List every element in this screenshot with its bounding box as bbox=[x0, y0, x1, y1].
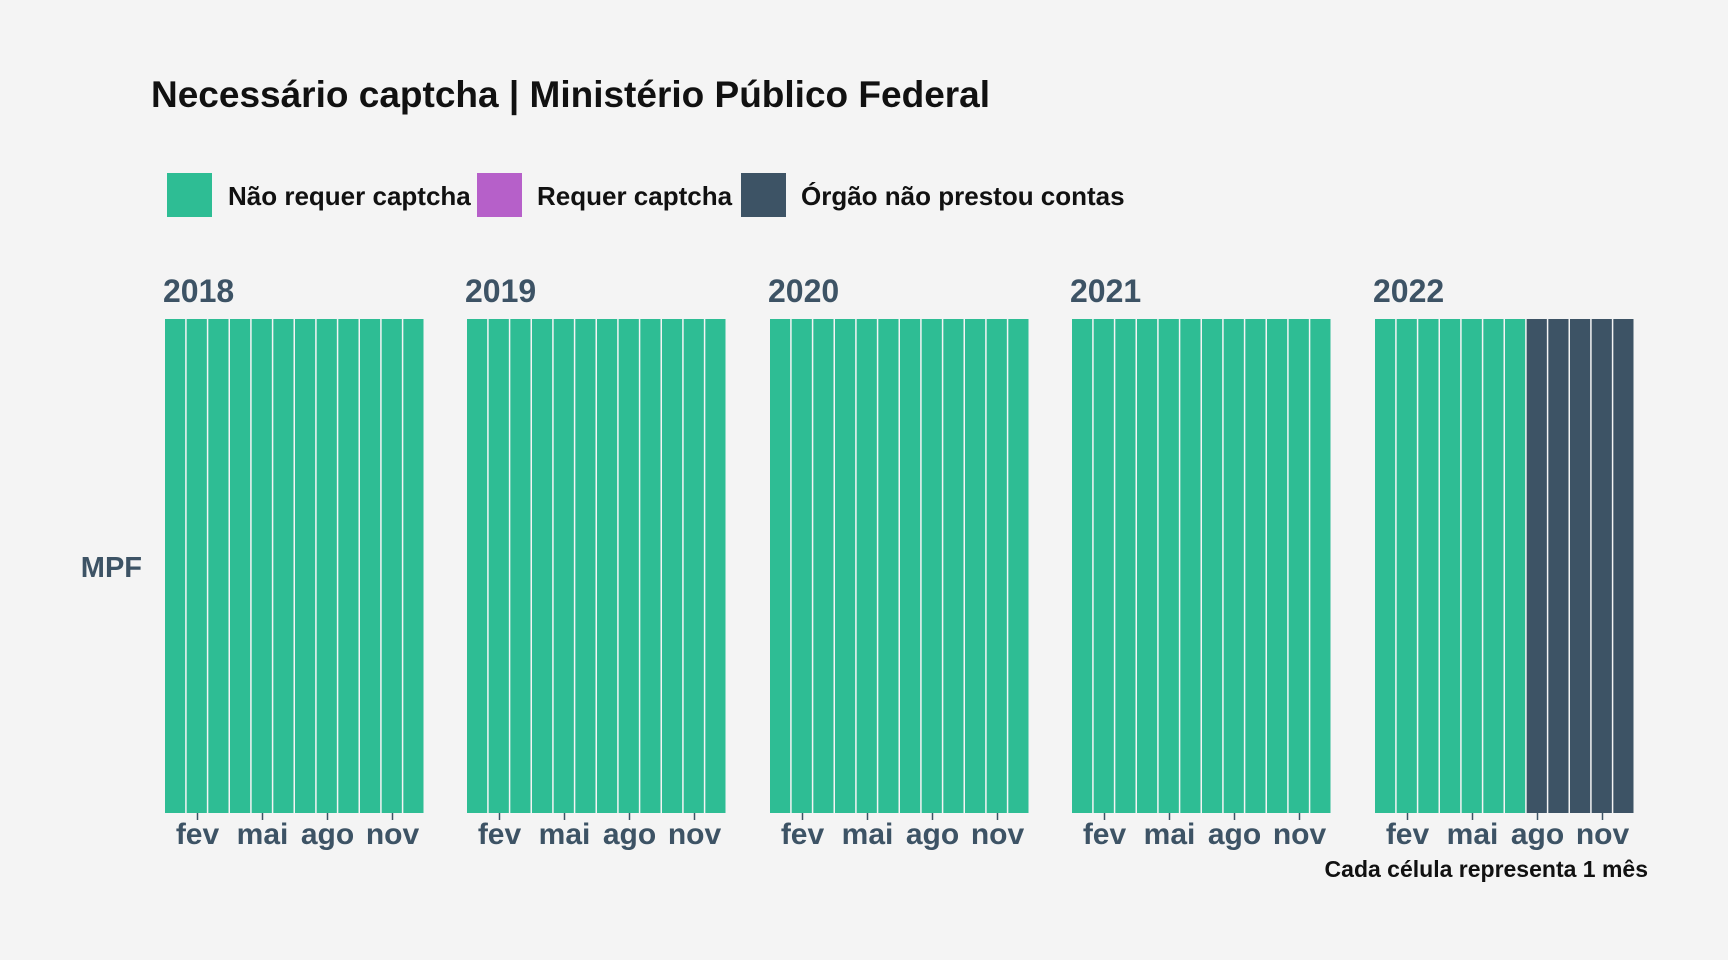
cell-2020-m12 bbox=[1008, 319, 1029, 813]
legend-label-captcha: Requer captcha bbox=[537, 181, 733, 211]
cell-2019-m10 bbox=[662, 319, 683, 813]
cell-2021-m6 bbox=[1180, 319, 1201, 813]
tick-label-2022-nov: nov bbox=[1576, 818, 1630, 851]
cell-2022-m3 bbox=[1418, 319, 1439, 813]
cell-2021-m3 bbox=[1115, 319, 1136, 813]
cell-2021-m9 bbox=[1245, 319, 1266, 813]
tick-label-2018-ago: ago bbox=[301, 818, 354, 851]
cell-2020-m8 bbox=[921, 319, 942, 813]
cell-2022-m2 bbox=[1396, 319, 1417, 813]
cell-2018-m2 bbox=[186, 319, 207, 813]
cell-2020-m5 bbox=[856, 319, 877, 813]
cell-2019-m6 bbox=[575, 319, 596, 813]
legend-swatch-no-report bbox=[741, 173, 786, 217]
legend-swatch-no-captcha bbox=[167, 173, 212, 217]
cell-2020-m2 bbox=[791, 319, 812, 813]
tick-label-2022-ago: ago bbox=[1511, 818, 1564, 851]
tick-label-2020-ago: ago bbox=[906, 818, 959, 851]
cell-2022-m1 bbox=[1375, 319, 1396, 813]
cell-2021-m8 bbox=[1223, 319, 1244, 813]
tick-label-2021-fev: fev bbox=[1083, 818, 1127, 851]
cell-2019-m2 bbox=[488, 319, 509, 813]
cell-2020-m9 bbox=[943, 319, 964, 813]
cell-2022-m12 bbox=[1613, 319, 1634, 813]
cell-2022-m9 bbox=[1548, 319, 1569, 813]
tick-label-2021-nov: nov bbox=[1273, 818, 1327, 851]
panel-title-2019: 2019 bbox=[465, 273, 536, 309]
cell-2018-m6 bbox=[273, 319, 294, 813]
cell-2018-m9 bbox=[338, 319, 359, 813]
cell-2022-m8 bbox=[1526, 319, 1547, 813]
cell-2020-m7 bbox=[900, 319, 921, 813]
cell-2019-m5 bbox=[553, 319, 574, 813]
tick-label-2019-fev: fev bbox=[478, 818, 522, 851]
tick-label-2021-mai: mai bbox=[1144, 818, 1196, 851]
cell-2019-m3 bbox=[510, 319, 531, 813]
cell-2018-m4 bbox=[230, 319, 251, 813]
cell-2019-m4 bbox=[532, 319, 553, 813]
tick-label-2018-fev: fev bbox=[176, 818, 220, 851]
cell-2021-m4 bbox=[1137, 319, 1158, 813]
legend-label-no-report: Órgão não prestou contas bbox=[801, 181, 1125, 211]
cell-2022-m11 bbox=[1591, 319, 1612, 813]
cell-2019-m7 bbox=[597, 319, 618, 813]
cell-2022-m4 bbox=[1440, 319, 1461, 813]
cell-2021-m5 bbox=[1158, 319, 1179, 813]
cell-2021-m11 bbox=[1288, 319, 1309, 813]
cell-2018-m7 bbox=[295, 319, 316, 813]
cell-2021-m7 bbox=[1202, 319, 1223, 813]
tick-label-2022-mai: mai bbox=[1447, 818, 1499, 851]
cell-2020-m4 bbox=[835, 319, 856, 813]
legend-swatch-captcha bbox=[477, 173, 522, 217]
cell-2020-m3 bbox=[813, 319, 834, 813]
panel-title-2021: 2021 bbox=[1070, 273, 1141, 309]
tick-label-2019-mai: mai bbox=[539, 818, 591, 851]
tick-label-2020-mai: mai bbox=[842, 818, 894, 851]
panel-title-2022: 2022 bbox=[1373, 273, 1444, 309]
panel-title-2020: 2020 bbox=[768, 273, 839, 309]
cell-2021-m12 bbox=[1310, 319, 1331, 813]
tick-label-2018-nov: nov bbox=[366, 818, 420, 851]
cell-2018-m12 bbox=[403, 319, 424, 813]
cell-2020-m1 bbox=[770, 319, 791, 813]
tick-label-2018-mai: mai bbox=[237, 818, 289, 851]
tick-label-2019-ago: ago bbox=[603, 818, 656, 851]
chart-title: Necessário captcha | Ministério Público … bbox=[151, 74, 990, 116]
cell-2018-m3 bbox=[208, 319, 229, 813]
panel-title-2018: 2018 bbox=[163, 273, 234, 309]
cell-2018-m11 bbox=[381, 319, 402, 813]
tick-label-2020-nov: nov bbox=[971, 818, 1025, 851]
cell-2019-m12 bbox=[705, 319, 726, 813]
cell-2021-m2 bbox=[1093, 319, 1114, 813]
cell-2022-m7 bbox=[1505, 319, 1526, 813]
cell-2019-m9 bbox=[640, 319, 661, 813]
legend-label-no-captcha: Não requer captcha bbox=[228, 181, 471, 211]
cell-2021-m1 bbox=[1072, 319, 1093, 813]
cell-2018-m10 bbox=[360, 319, 381, 813]
cell-2019-m11 bbox=[683, 319, 704, 813]
cell-2022-m5 bbox=[1461, 319, 1482, 813]
chart-caption: Cada célula representa 1 mês bbox=[1325, 856, 1648, 882]
legend: Não requer captcha Requer captcha Órgão … bbox=[167, 173, 1125, 217]
tick-label-2021-ago: ago bbox=[1208, 818, 1261, 851]
cell-2022-m6 bbox=[1483, 319, 1504, 813]
cell-2019-m8 bbox=[618, 319, 639, 813]
cell-2018-m1 bbox=[165, 319, 186, 813]
tick-label-2019-nov: nov bbox=[668, 818, 722, 851]
tick-label-2022-fev: fev bbox=[1386, 818, 1430, 851]
tick-label-2020-fev: fev bbox=[781, 818, 825, 851]
cell-2018-m8 bbox=[316, 319, 337, 813]
row-label-mpf: MPF bbox=[81, 552, 142, 584]
cell-2022-m10 bbox=[1570, 319, 1591, 813]
cell-2020-m11 bbox=[986, 319, 1007, 813]
cell-2019-m1 bbox=[467, 319, 488, 813]
cell-2021-m10 bbox=[1267, 319, 1288, 813]
cell-2020-m10 bbox=[965, 319, 986, 813]
cell-2020-m6 bbox=[878, 319, 899, 813]
cell-2018-m5 bbox=[251, 319, 272, 813]
